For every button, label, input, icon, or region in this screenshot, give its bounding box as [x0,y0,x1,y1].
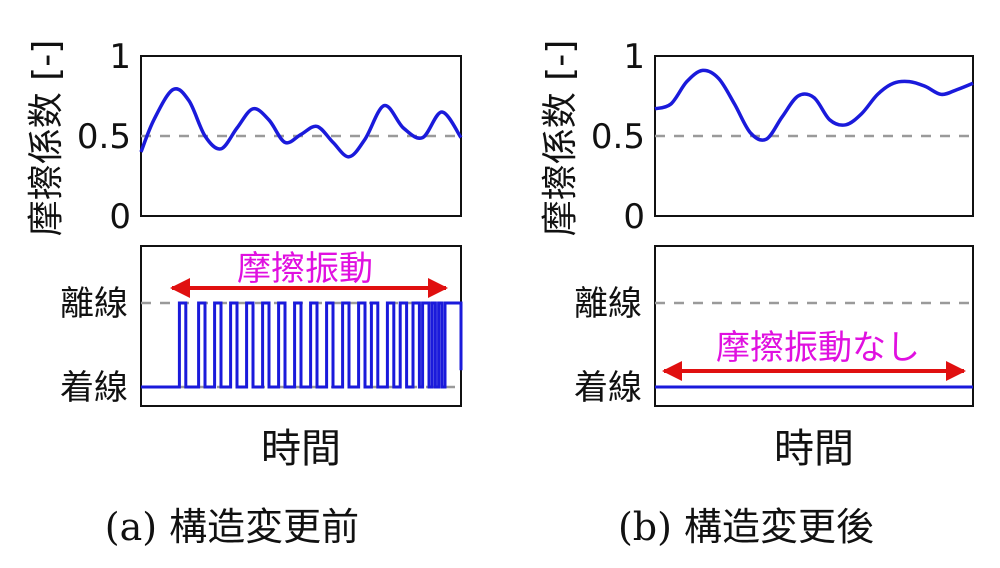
panel-a-annotation: 摩擦振動 [237,249,373,289]
panel-b-ytick-chakusen: 着線 [574,368,642,408]
panel-a-ytick-0: 0 [109,197,131,237]
panel-b-caption: (b) 構造変更後 [618,505,874,549]
panel-b-lower-axes [654,245,974,407]
panel-a-friction-line [139,87,463,159]
panel-a-contact-line [141,301,463,389]
panel-b-ytick-0: 0 [623,197,645,237]
panel-b-xlabel: 時間 [774,426,854,472]
panel-b-ytick-rizen: 離線 [574,284,642,324]
panel-a-ytick-rizen: 離線 [60,284,128,324]
panel-a-ytick-chakusen: 着線 [60,368,128,408]
panel-a-caption: (a) 構造変更前 [105,505,359,549]
panel-b: 摩擦係数 [-] 1 0.5 0 離線 着線 摩擦振動なし 時間 (b) 構造変… [540,37,974,549]
panel-a-xlabel: 時間 [261,426,341,472]
panel-a-ylabel: 摩擦係数 [-] [26,40,67,237]
panel-a: 摩擦係数 [-] 1 0.5 0 離線 着線 摩擦振動 時間 (a) 構造変更前 [26,37,463,549]
panel-a-ytick-05: 0.5 [77,117,131,157]
panel-b-ytick-1: 1 [623,37,645,77]
panel-b-ytick-05: 0.5 [591,117,645,157]
panel-a-ytick-1: 1 [109,37,131,77]
panel-b-ylabel: 摩擦係数 [-] [540,40,581,237]
panel-b-friction-line [654,68,974,142]
panel-b-annotation: 摩擦振動なし [716,328,920,368]
